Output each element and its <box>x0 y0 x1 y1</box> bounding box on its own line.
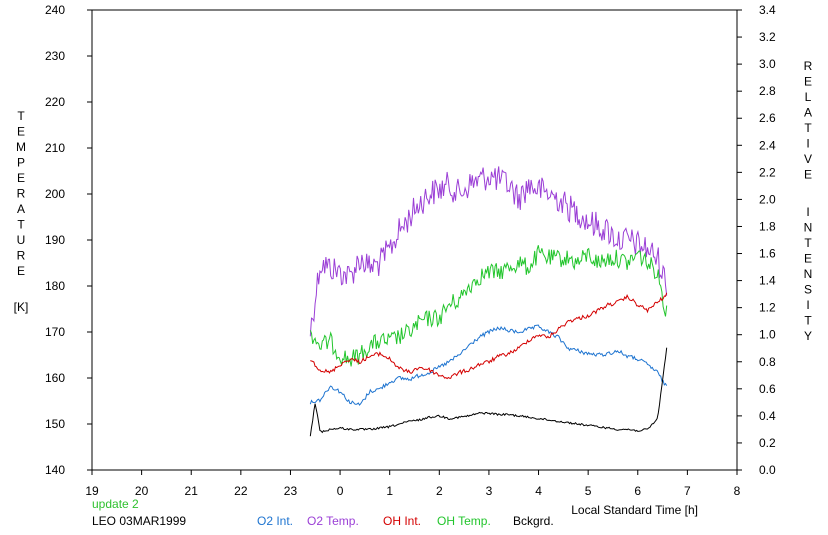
x-tick-label: 21 <box>185 484 199 498</box>
y-left-tick-label: 180 <box>45 279 65 293</box>
x-tick-label: 23 <box>284 484 298 498</box>
y-left-tick-label: 210 <box>45 141 65 155</box>
y-left-label-letter: M <box>16 140 26 154</box>
x-tick-label: 0 <box>337 484 344 498</box>
plot-frame <box>91 9 738 471</box>
y-left-tick-label: 200 <box>45 187 65 201</box>
legend-item-o2-temp: O2 Temp. <box>307 514 359 528</box>
y-right-axis: 0.0 0.2 0.4 0.6 0.8 1.0 1.2 1.4 1.6 1.8 2.0 2.2 2.4 2… <box>737 3 776 477</box>
y-left-axis: 140 150 160 170 180 190 200 210 220 230 240 <box>45 3 92 477</box>
series-line-oh-int <box>310 292 668 380</box>
y-left-tick-label: 190 <box>45 233 65 247</box>
y-left-tick-label: 150 <box>45 417 65 431</box>
y-right-tick-label: 0.4 <box>759 409 776 423</box>
y-right-label-letter: A <box>804 106 812 120</box>
y-left-tick-label: 160 <box>45 371 65 385</box>
legend-item-bckgrd: Bckgrd. <box>513 514 554 528</box>
y-right-label-letter: Y <box>804 329 812 343</box>
series-line-oh-temp <box>309 245 668 367</box>
y-right-label-letter: I <box>806 137 809 151</box>
x-tick-label: 5 <box>585 484 592 498</box>
y-right-tick-label: 1.4 <box>759 274 776 288</box>
y-right-tick-label: 0.6 <box>759 382 776 396</box>
y-right-tick-label: 0.0 <box>759 463 776 477</box>
y-left-label-letter: E <box>17 264 25 278</box>
x-tick-label: 2 <box>436 484 443 498</box>
legend-item-oh-temp: OH Temp. <box>437 514 491 528</box>
y-left-tick-label: 230 <box>45 49 65 63</box>
y-left-label-letter: R <box>17 249 26 263</box>
y-left-tick-label: 170 <box>45 325 65 339</box>
x-tick-label: 1 <box>386 484 393 498</box>
y-left-label-letter: A <box>17 202 25 216</box>
y-right-tick-label: 2.0 <box>759 192 776 206</box>
y-right-tick-label: 1.8 <box>759 219 776 233</box>
update-label: update 2 <box>92 497 139 511</box>
y-right-tick-label: 1.6 <box>759 247 776 261</box>
x-tick-label: 4 <box>535 484 542 498</box>
y-right-tick-label: 0.8 <box>759 355 776 369</box>
y-left-label-letter: E <box>17 171 25 185</box>
series-line-o2-temp <box>309 166 668 337</box>
y-left-label-letter: R <box>17 187 26 201</box>
y-right-label-letter: T <box>804 236 812 250</box>
series-group <box>309 166 668 437</box>
y-right-label-letter: S <box>804 283 812 297</box>
y-right-tick-label: 1.2 <box>759 301 776 315</box>
y-right-label-letter: N <box>804 221 813 235</box>
y-right-label-letter: N <box>804 267 813 281</box>
y-right-tick-label: 2.6 <box>759 111 776 125</box>
y-left-tick-label: 240 <box>45 3 65 17</box>
x-tick-label: 22 <box>234 484 248 498</box>
y-left-tick-label: 220 <box>45 95 65 109</box>
y-right-tick-label: 2.2 <box>759 165 776 179</box>
station-date-label: LEO 03MAR1999 <box>92 514 187 528</box>
y-right-label-letter: I <box>806 205 809 219</box>
y-right-label-letter: T <box>804 121 812 135</box>
x-tick-label: 20 <box>135 484 149 498</box>
x-tick-label: 7 <box>684 484 691 498</box>
y-left-label-letter: T <box>17 109 25 123</box>
y-right-label-letter: V <box>804 152 812 166</box>
y-left-label-letter: P <box>17 156 25 170</box>
y-left-label-letter: T <box>17 218 25 232</box>
y-left-tick-label: 140 <box>45 463 65 477</box>
y-right-tick-label: 3.4 <box>759 3 776 17</box>
y-right-tick-label: 3.0 <box>759 57 776 71</box>
y-right-label-letter: L <box>805 90 812 104</box>
x-axis: 19 20 21 22 23 0 1 2 3 4 5 6 7 8 <box>85 470 741 498</box>
y-right-label-letter: E <box>804 75 812 89</box>
legend-item-oh-int: OH Int. <box>383 514 422 528</box>
y-right-label-letter: T <box>804 314 812 328</box>
y-right-label-letter: R <box>804 59 813 73</box>
y-right-tick-label: 2.8 <box>759 84 776 98</box>
y-left-unit: [K] <box>14 300 29 314</box>
x-tick-label: 6 <box>634 484 641 498</box>
x-tick-label: 8 <box>734 484 741 498</box>
x-axis-label: Local Standard Time [h] <box>571 503 698 517</box>
y-right-tick-label: 2.4 <box>759 138 776 152</box>
y-right-label-letter: E <box>804 168 812 182</box>
y-right-label-letter: I <box>806 298 809 312</box>
series-line-bckgrd <box>309 347 668 437</box>
y-left-label-letter: E <box>17 125 25 139</box>
series-line-o2-int <box>309 324 668 406</box>
x-tick-label: 19 <box>85 484 99 498</box>
legend-item-o2-int: O2 Int. <box>257 514 294 528</box>
y-right-tick-label: 0.2 <box>759 436 776 450</box>
y-right-tick-label: 3.2 <box>759 30 776 44</box>
y-right-label-letter: E <box>804 252 812 266</box>
x-tick-label: 3 <box>486 484 493 498</box>
y-left-label-letter: U <box>17 233 26 247</box>
y-right-tick-label: 1.0 <box>759 328 776 342</box>
